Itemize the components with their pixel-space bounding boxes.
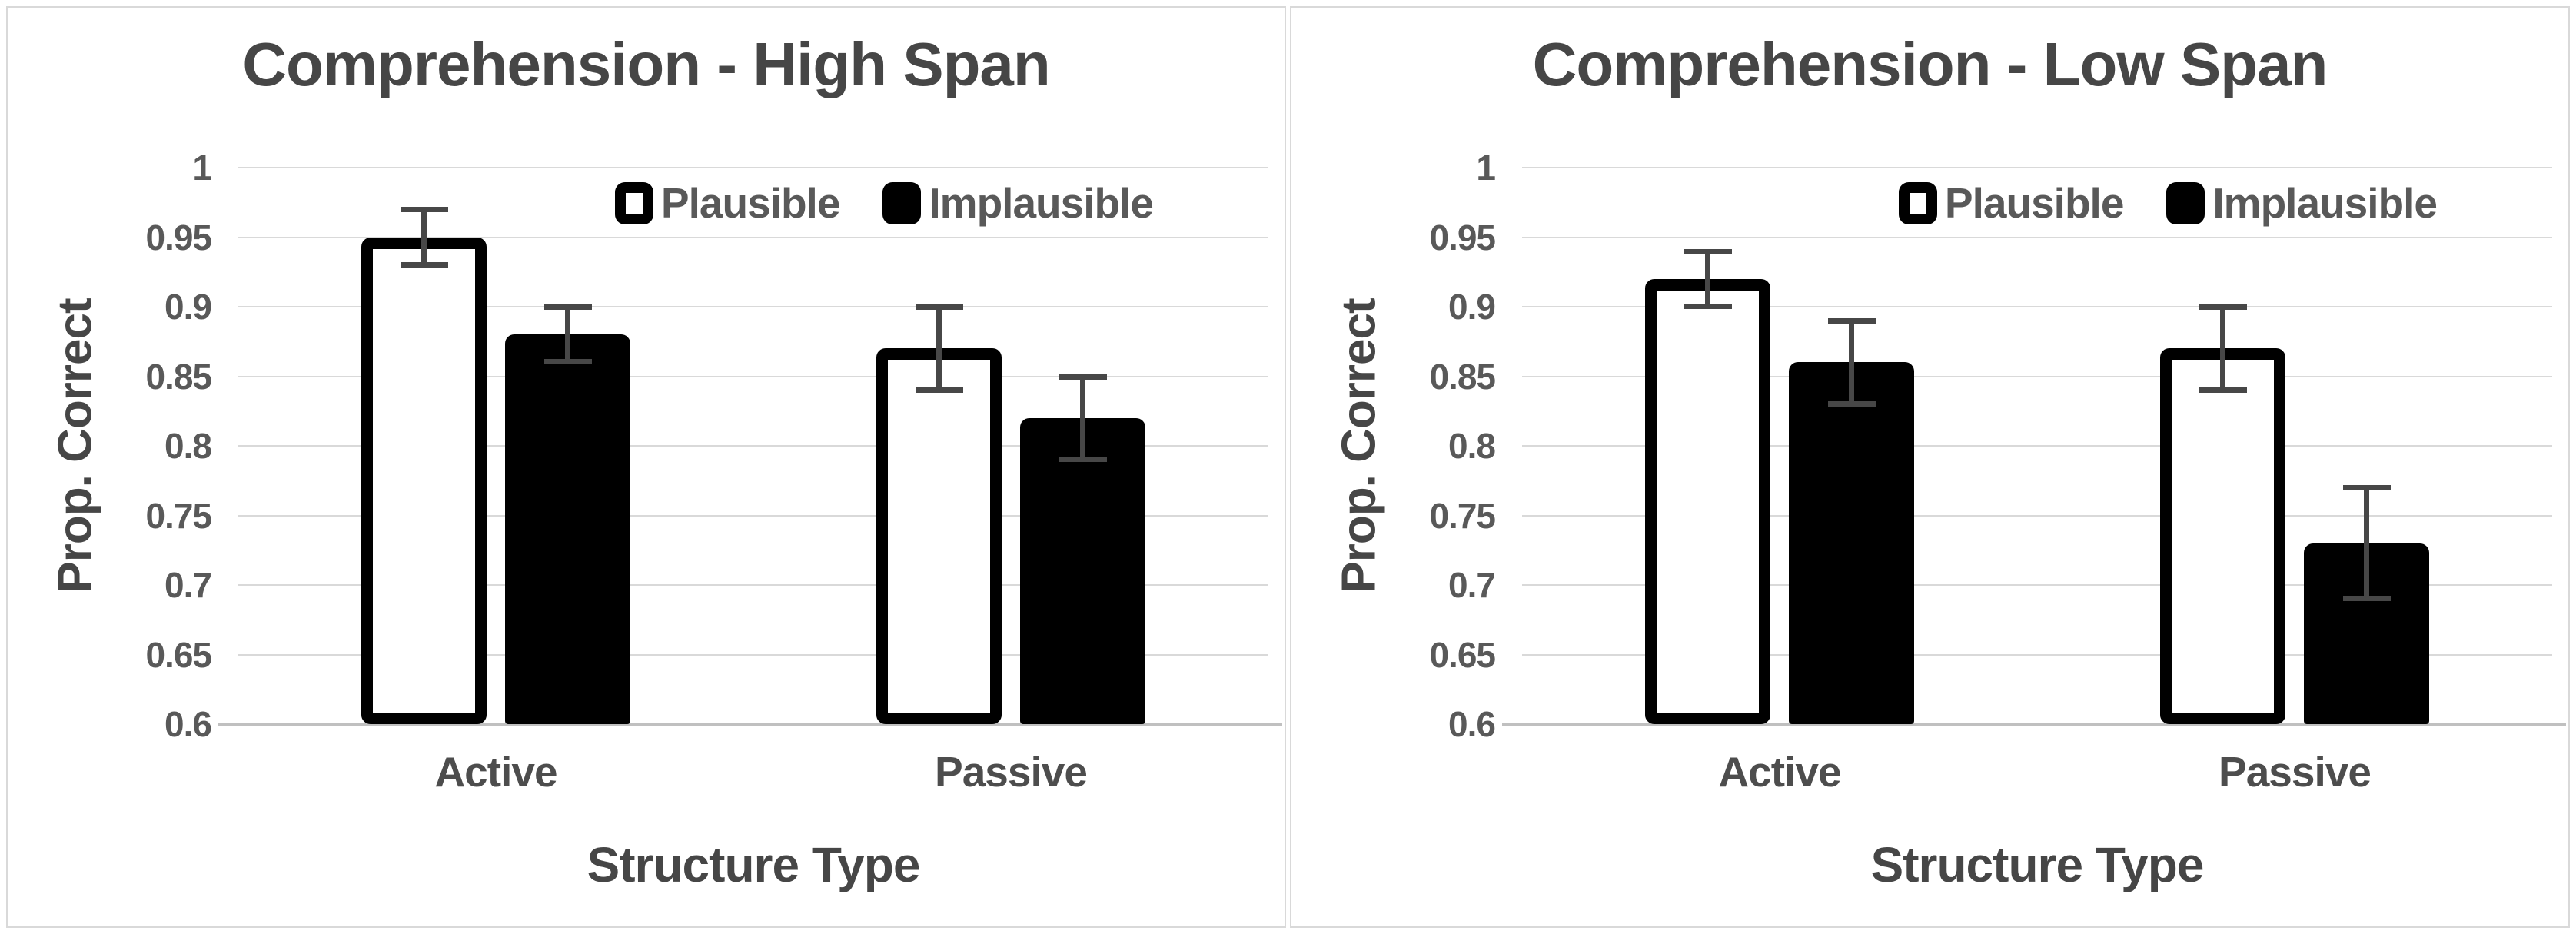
error-bar-implausible-active: [565, 307, 570, 363]
gridline: [238, 514, 1268, 517]
gridline: [1522, 584, 2552, 586]
legend: Plausible Implausible: [614, 178, 1154, 228]
gridline: [238, 167, 1268, 168]
chart-title: Comprehension - High Span: [242, 30, 1051, 98]
x-axis-line: [218, 723, 1282, 726]
gridline: [238, 653, 1268, 656]
gridline: [1522, 167, 2552, 168]
error-bar-cap-top-implausible-passive: [2342, 485, 2391, 491]
gridline: [1522, 653, 2552, 656]
error-bar-cap-top-plausible-active: [400, 207, 448, 213]
gridline: [238, 445, 1268, 447]
x-axis-line: [1502, 723, 2566, 726]
error-bar-cap-bottom-implausible-passive: [2342, 596, 2391, 602]
bar-plausible-active: [361, 237, 487, 724]
y-tick-label: 0.7: [1448, 565, 1496, 605]
x-axis-label: Structure Type: [1870, 837, 2205, 892]
bar-implausible-passive: [1020, 417, 1145, 724]
error-bar-plausible-active: [1705, 251, 1710, 307]
legend-marker-plausible-icon: [614, 181, 653, 224]
error-bar-implausible-passive: [1080, 376, 1085, 460]
y-tick-label: 0.65: [145, 634, 212, 675]
legend-marker-implausible-icon: [882, 181, 922, 224]
legend: Plausible Implausible: [1898, 178, 2438, 228]
y-tick-label: 0.8: [1448, 426, 1496, 466]
gridline: [1522, 514, 2552, 517]
category-label-passive: Passive: [2219, 748, 2372, 796]
error-bar-cap-bottom-implausible-passive: [1059, 457, 1107, 463]
category-label-passive: Passive: [935, 748, 1088, 796]
plot-area: 1 0.95 0.9 0.85 0.8 0.75 0.7 0.65 0.6 Active Passi…: [1429, 149, 2566, 796]
error-bar-cap-top-plausible-passive: [915, 304, 963, 310]
bar-implausible-active: [1789, 362, 1914, 724]
y-tick-label: 0.6: [165, 704, 212, 744]
y-tick-label: 0.75: [145, 495, 212, 536]
y-tick-label: 0.9: [1448, 287, 1496, 327]
y-tick-label: 0.8: [165, 426, 212, 466]
gridline: [238, 375, 1268, 377]
legend-label: Plausible: [660, 179, 840, 227]
error-bar-cap-bottom-plausible-passive: [915, 387, 963, 393]
legend-item-implausible: Implausible: [882, 178, 1154, 228]
category-label-active: Active: [434, 748, 557, 796]
legend-label: Implausible: [2212, 179, 2438, 227]
error-bar-cap-top-implausible-active: [543, 304, 592, 310]
error-bar-cap-bottom-plausible-passive: [2199, 387, 2247, 393]
legend-item-implausible: Implausible: [2166, 178, 2438, 228]
error-bar-plausible-active: [421, 209, 427, 265]
error-bar-cap-top-plausible-active: [1684, 248, 1732, 254]
chart-panel-low-span: Comprehension - Low Span Prop. Correct 1…: [1290, 6, 2570, 928]
legend-label: Plausible: [1944, 179, 2124, 227]
error-bar-cap-top-implausible-passive: [1059, 374, 1107, 380]
legend-marker-implausible-icon: [2166, 181, 2205, 224]
bar-plausible-passive: [876, 348, 1002, 724]
y-tick-label: 0.6: [1448, 704, 1496, 744]
y-tick-label: 0.95: [1429, 217, 1496, 258]
y-tick-label: 0.75: [1429, 495, 1496, 536]
error-bar-plausible-passive: [936, 307, 942, 391]
gridline: [1522, 236, 2552, 238]
x-axis-label: Structure Type: [587, 837, 921, 892]
chart-panel-high-span: Comprehension - High Span Prop. Correct …: [6, 6, 1286, 928]
error-bar-cap-top-implausible-active: [1827, 318, 1876, 324]
bar-plausible-active: [1645, 278, 1770, 724]
gridline: [238, 584, 1268, 586]
error-bar-implausible-active: [1849, 321, 1854, 404]
y-tick-label: 1: [192, 148, 212, 188]
legend-marker-plausible-icon: [1898, 181, 1937, 224]
error-bar-cap-bottom-implausible-active: [1827, 401, 1876, 407]
category-label-active: Active: [1718, 748, 1841, 796]
y-tick-label: 0.9: [165, 287, 212, 327]
bar-plausible-passive: [2160, 348, 2285, 724]
error-bar-cap-bottom-implausible-active: [543, 359, 592, 365]
error-bar-plausible-passive: [2220, 307, 2225, 391]
bar-implausible-active: [505, 334, 630, 724]
y-tick-label: 0.65: [1429, 634, 1496, 675]
error-bar-cap-bottom-plausible-active: [1684, 304, 1732, 309]
error-bar-implausible-passive: [2364, 487, 2369, 600]
chart-title: Comprehension - Low Span: [1532, 30, 2328, 98]
legend-label: Implausible: [929, 179, 1154, 227]
error-bar-cap-top-plausible-passive: [2199, 304, 2247, 310]
legend-item-plausible: Plausible: [1898, 178, 2124, 228]
gridline: [1522, 306, 2552, 307]
gridline: [238, 236, 1268, 238]
gridline: [1522, 445, 2552, 447]
gridline: [1522, 375, 2552, 377]
y-tick-label: 0.95: [145, 217, 212, 258]
y-tick-label: 0.85: [1429, 356, 1496, 397]
gridline: [238, 306, 1268, 307]
plot-area: 1 0.95 0.9 0.85 0.8 0.75 0.7 0.65 0.6 Active Passi…: [145, 149, 1282, 796]
y-tick-label: 1: [1476, 148, 1496, 188]
y-tick-label: 0.7: [165, 565, 212, 605]
legend-item-plausible: Plausible: [614, 178, 840, 228]
y-tick-label: 0.85: [145, 356, 212, 397]
error-bar-cap-bottom-plausible-active: [400, 261, 448, 268]
